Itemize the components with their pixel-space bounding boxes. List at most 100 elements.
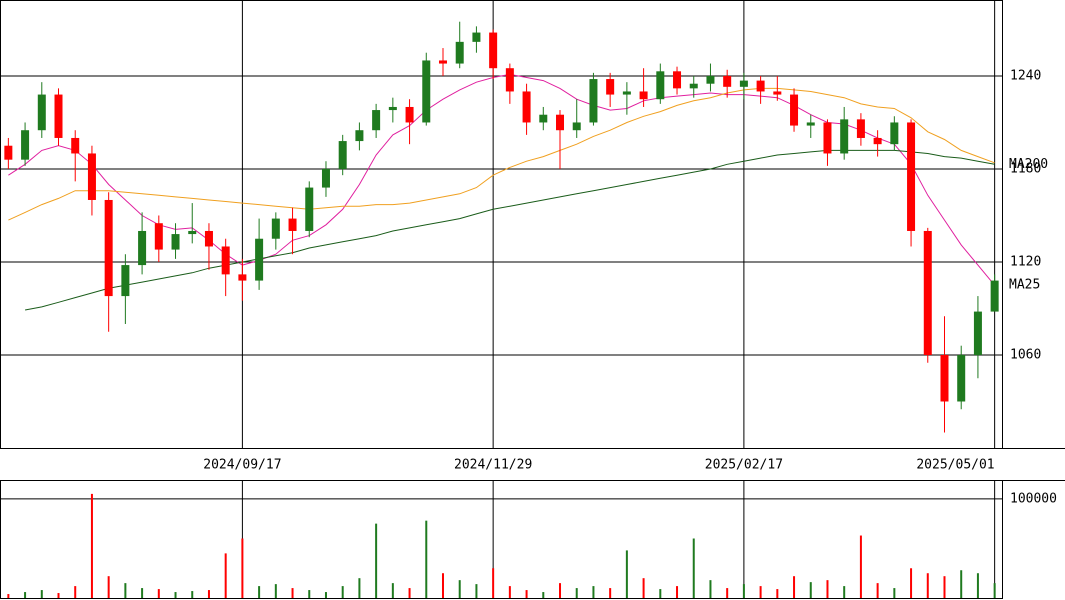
volume-bar xyxy=(308,590,311,598)
volume-bar xyxy=(676,586,679,598)
volume-bar xyxy=(291,588,294,598)
volume-frame xyxy=(0,480,1003,599)
candle-body xyxy=(656,71,665,100)
volume-bar xyxy=(408,588,411,598)
candle-body xyxy=(438,60,447,64)
volume-bar xyxy=(993,583,996,598)
candle-body xyxy=(923,230,932,355)
candle-body xyxy=(21,130,30,160)
volume-bar xyxy=(575,588,578,598)
candle-body xyxy=(522,91,531,123)
volume-bar xyxy=(809,582,812,598)
volume-bar xyxy=(258,586,261,598)
volume-bar xyxy=(458,580,461,598)
volume-bar xyxy=(107,576,110,598)
candle-body xyxy=(255,238,264,281)
candle-body xyxy=(890,122,899,145)
volume-bar xyxy=(525,590,528,598)
candle-body xyxy=(104,199,113,297)
candle-body xyxy=(873,137,882,145)
candle-body xyxy=(673,71,682,89)
volume-bar xyxy=(425,520,428,598)
volume-bar xyxy=(174,592,177,598)
volume-bar xyxy=(157,589,160,598)
volume-bar xyxy=(492,568,495,598)
price-frame xyxy=(0,0,1003,449)
candle-body xyxy=(4,145,13,160)
volume-bar xyxy=(375,523,378,598)
volume-bar xyxy=(207,590,210,598)
volume-bar xyxy=(341,586,344,598)
volume-bar xyxy=(542,592,545,598)
volume-bar xyxy=(659,589,662,598)
candle-body xyxy=(271,218,280,239)
candle-body xyxy=(957,354,966,402)
moving-average-line xyxy=(25,149,995,311)
candle-body xyxy=(622,91,631,95)
candle-body xyxy=(723,75,732,87)
volume-bar xyxy=(943,576,946,598)
candle-body xyxy=(472,32,481,42)
volume-bar xyxy=(609,588,612,598)
candle-body xyxy=(907,122,916,231)
volume-bar xyxy=(358,578,361,598)
volume-bar xyxy=(57,593,60,598)
candle-body xyxy=(790,94,799,126)
volume-bar xyxy=(625,550,628,598)
moving-average-line xyxy=(8,73,995,286)
candle-body xyxy=(505,68,514,92)
y-tick-label: 100000 xyxy=(1010,491,1057,506)
candle-body xyxy=(823,122,832,154)
y-tick-label: 1060 xyxy=(1010,347,1041,362)
volume-bar xyxy=(642,578,645,598)
volume-bar xyxy=(859,535,862,598)
candle-body xyxy=(138,230,147,266)
volume-bar xyxy=(776,589,779,598)
candle-body xyxy=(689,83,698,89)
volume-bar xyxy=(726,588,729,598)
candle-body xyxy=(556,114,565,131)
volume-bar xyxy=(826,580,829,598)
volume-bar xyxy=(124,583,127,598)
x-tick-label: 2025/05/01 xyxy=(916,458,994,473)
candle-body xyxy=(221,246,230,275)
volume-bar xyxy=(40,590,43,598)
legend-label: MA25 xyxy=(1009,278,1040,293)
volume-bar xyxy=(793,576,796,598)
candle-body xyxy=(171,234,180,250)
candle-body xyxy=(188,230,197,235)
candle-body xyxy=(840,119,849,154)
volume-bar xyxy=(224,553,227,598)
candle-body xyxy=(856,119,865,138)
y-tick-label: 1240 xyxy=(1010,68,1041,83)
legend-label: MA200 xyxy=(1009,157,1048,172)
volume-bar xyxy=(7,594,10,598)
volume-bar xyxy=(559,583,562,598)
moving-average-line xyxy=(8,87,995,221)
candle-body xyxy=(37,94,46,131)
candle-body xyxy=(71,137,80,154)
candle-body xyxy=(288,218,297,231)
volume-bar xyxy=(441,573,444,598)
volume-bar xyxy=(709,580,712,598)
candle-body xyxy=(639,91,648,100)
candle-body xyxy=(305,187,314,231)
candle-body xyxy=(973,311,982,355)
candle-body xyxy=(589,79,598,123)
volume-bar xyxy=(692,538,695,598)
candle-body xyxy=(706,75,715,84)
x-tick-label: 2024/11/29 xyxy=(454,458,532,473)
candle-body xyxy=(405,106,414,123)
candle-body xyxy=(990,280,999,312)
candle-body xyxy=(54,94,63,138)
volume-bar xyxy=(926,573,929,598)
volume-bar xyxy=(843,586,846,598)
y-tick-label: 1180 xyxy=(1010,161,1041,176)
candle-body xyxy=(455,41,464,64)
x-tick-label: 2025/02/17 xyxy=(705,458,783,473)
candle-body xyxy=(121,265,130,297)
volume-bar xyxy=(274,584,277,598)
candle-body xyxy=(338,141,347,169)
volume-bar xyxy=(141,588,144,598)
